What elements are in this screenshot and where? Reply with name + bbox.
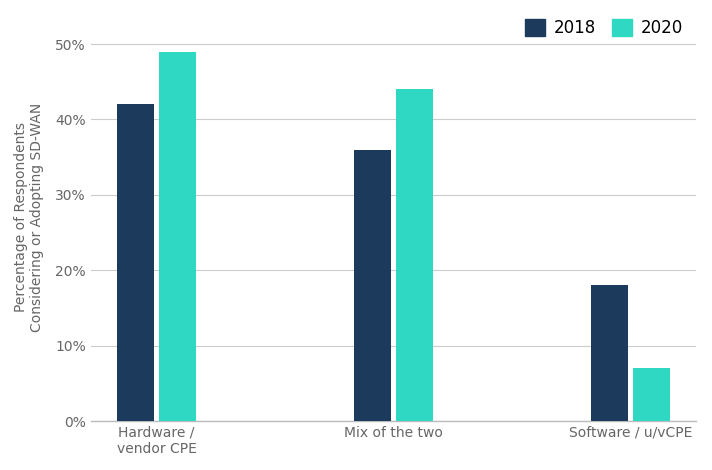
Legend: 2018, 2020: 2018, 2020 — [520, 14, 688, 42]
Bar — [117, 104, 154, 421]
Bar — [354, 149, 391, 421]
Bar — [159, 52, 196, 421]
Bar — [397, 89, 433, 421]
Bar — [591, 285, 628, 421]
Bar — [633, 368, 670, 421]
Y-axis label: Percentage of Respondents
Considering or Adopting SD-WAN: Percentage of Respondents Considering or… — [14, 103, 44, 332]
